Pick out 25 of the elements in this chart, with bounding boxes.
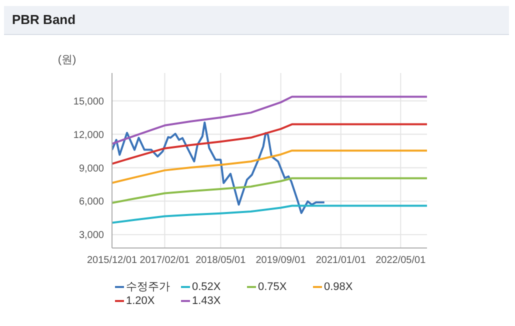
line-series [112, 150, 427, 184]
y-tick-label: 9,000 [78, 163, 104, 174]
line-series [112, 121, 326, 214]
x-tick-label: 2017/02/01 [140, 255, 190, 266]
x-tick-label: 2018/05/01 [196, 255, 246, 266]
x-tick-label: 2019/09/01 [256, 255, 306, 266]
y-tick-label: 3,000 [78, 230, 104, 242]
legend-label: 0.75X [258, 280, 287, 294]
y-tick-label: 15,000 [73, 96, 104, 108]
line-series [112, 123, 427, 165]
chart-title: PBR Band [12, 12, 76, 27]
x-tick-label: 2022/05/01 [376, 255, 426, 266]
line-series [112, 96, 427, 145]
y-tick-label: 6,000 [78, 196, 104, 208]
legend-label: 1.43X [192, 294, 221, 308]
line-series [112, 177, 427, 204]
line-series [112, 204, 427, 224]
legend-label: 1.20X [126, 294, 155, 308]
legend-label: 수정주가 [126, 280, 170, 294]
x-tick-label: 2015/12/01 [86, 255, 138, 266]
legend-label: 0.98X [324, 280, 353, 294]
y-axis-title: (원) [58, 54, 76, 66]
legend-label: 0.52X [192, 280, 221, 294]
x-tick-label: 2021/01/01 [316, 255, 366, 266]
y-tick-label: 12,000 [73, 130, 104, 141]
